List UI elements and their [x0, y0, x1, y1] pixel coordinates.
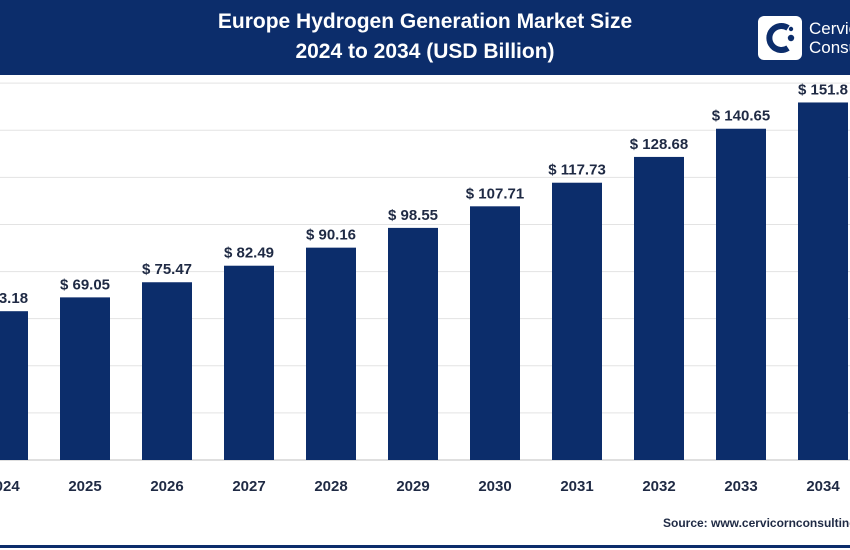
- bar-2025: [60, 297, 110, 460]
- value-label-2024: $ 63.18: [0, 290, 28, 307]
- value-label-2032: $ 128.68: [630, 136, 688, 153]
- bar-2026: [142, 282, 192, 460]
- value-label-2026: $ 75.47: [142, 261, 192, 278]
- value-label-2031: $ 117.73: [548, 162, 606, 179]
- brand-logo-icon: [758, 16, 802, 60]
- value-label-2025: $ 69.05: [60, 276, 110, 293]
- bar-2033: [716, 128, 766, 460]
- x-tick-2028: 2028: [314, 478, 347, 495]
- x-tick-2027: 2027: [232, 478, 265, 495]
- x-tick-2030: 2030: [478, 478, 511, 495]
- chart-header: Europe Hydrogen Generation Market Size 2…: [0, 0, 850, 75]
- bars: [0, 102, 848, 460]
- brand-name-line-1: Cervicorn: [809, 19, 850, 38]
- source-note: Source: www.cervicornconsulting.com: [663, 516, 850, 530]
- bar-2028: [306, 247, 356, 460]
- value-label-2028: $ 90.16: [306, 227, 356, 244]
- chart-title: Europe Hydrogen Generation Market Size 2…: [0, 7, 850, 67]
- brand-name: Cervicorn Consulting: [809, 19, 850, 57]
- brand-name-line-2: Consulting: [809, 38, 850, 57]
- x-tick-labels: 2024 2025 2026 2027 2028 2029 2030 2031 2032 2033…: [0, 478, 840, 495]
- x-tick-2029: 2029: [396, 478, 429, 495]
- x-tick-2024: 2024: [0, 478, 20, 495]
- bar-2027: [224, 265, 274, 460]
- bar-2024: [0, 311, 28, 460]
- value-labels: $ 63.18 $ 69.05 $ 75.47 $ 82.49 $ 90.16 $ 98.…: [0, 81, 848, 307]
- bar-2032: [634, 156, 684, 460]
- x-tick-2031: 2031: [560, 478, 593, 495]
- value-label-2034: $ 151.8: [798, 81, 848, 98]
- bar-2034: [798, 102, 848, 460]
- bar-2031: [552, 182, 602, 460]
- value-label-2030: $ 107.71: [466, 185, 524, 202]
- footer-divider: [0, 545, 850, 548]
- chart-title-line-1: Europe Hydrogen Generation Market Size: [217, 10, 633, 33]
- chart-title-line-2: 2024 to 2034 (USD Billion): [295, 40, 555, 63]
- brand-logo: Cervicorn Consulting: [758, 15, 850, 61]
- chart-area: $ 63.18 $ 69.05 $ 75.47 $ 82.49 $ 90.16 $ 98.…: [0, 75, 850, 535]
- bar-2030: [470, 206, 520, 460]
- bar-2029: [388, 227, 438, 460]
- x-tick-2025: 2025: [68, 478, 101, 495]
- bar-chart: $ 63.18 $ 69.05 $ 75.47 $ 82.49 $ 90.16 $ 98.…: [0, 81, 850, 495]
- value-label-2029: $ 98.55: [388, 207, 438, 224]
- value-label-2033: $ 140.65: [712, 108, 770, 125]
- value-label-2027: $ 82.49: [224, 245, 274, 262]
- x-tick-2032: 2032: [642, 478, 675, 495]
- x-tick-2026: 2026: [150, 478, 183, 495]
- x-tick-2033: 2033: [724, 478, 757, 495]
- x-tick-2034: 2034: [806, 478, 840, 495]
